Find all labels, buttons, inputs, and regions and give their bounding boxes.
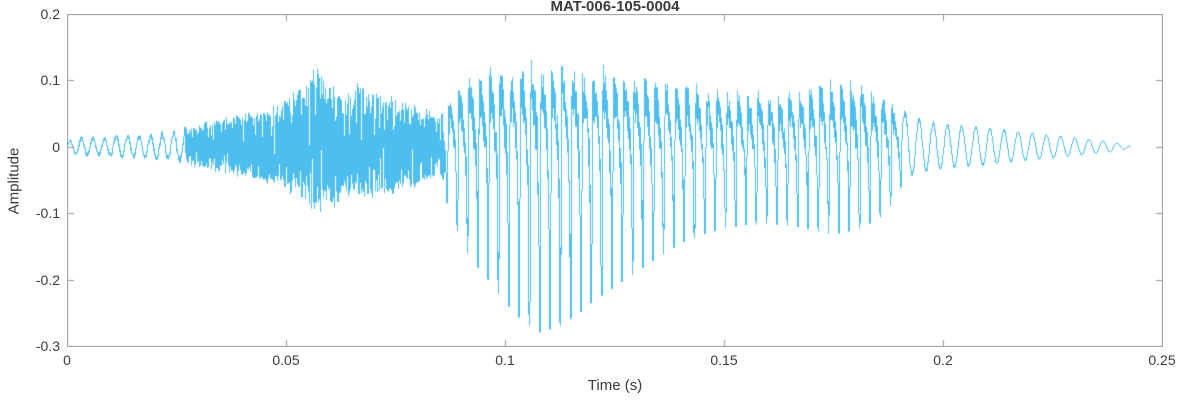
x-tick-label: 0.1 [495, 352, 515, 368]
y-tick-label: 0.2 [40, 6, 60, 22]
waveform-plot-canvas [67, 14, 1163, 347]
y-tick-label: -0.2 [35, 271, 60, 288]
x-tick-label: 0.05 [272, 352, 300, 368]
y-tick-label: -0.1 [35, 205, 60, 222]
chart-title: MAT-006-105-0004 [550, 0, 680, 15]
x-tick-label: 0.25 [1148, 352, 1176, 368]
y-tick-label: 0.1 [40, 72, 60, 89]
y-tick-label: 0 [52, 138, 60, 155]
x-tick-label: 0.2 [933, 352, 953, 368]
x-axis-label: Time (s) [587, 377, 643, 394]
x-tick-label: 0.15 [710, 352, 738, 368]
y-tick-label: -0.3 [35, 338, 60, 354]
x-tick-label: 0 [63, 352, 71, 368]
